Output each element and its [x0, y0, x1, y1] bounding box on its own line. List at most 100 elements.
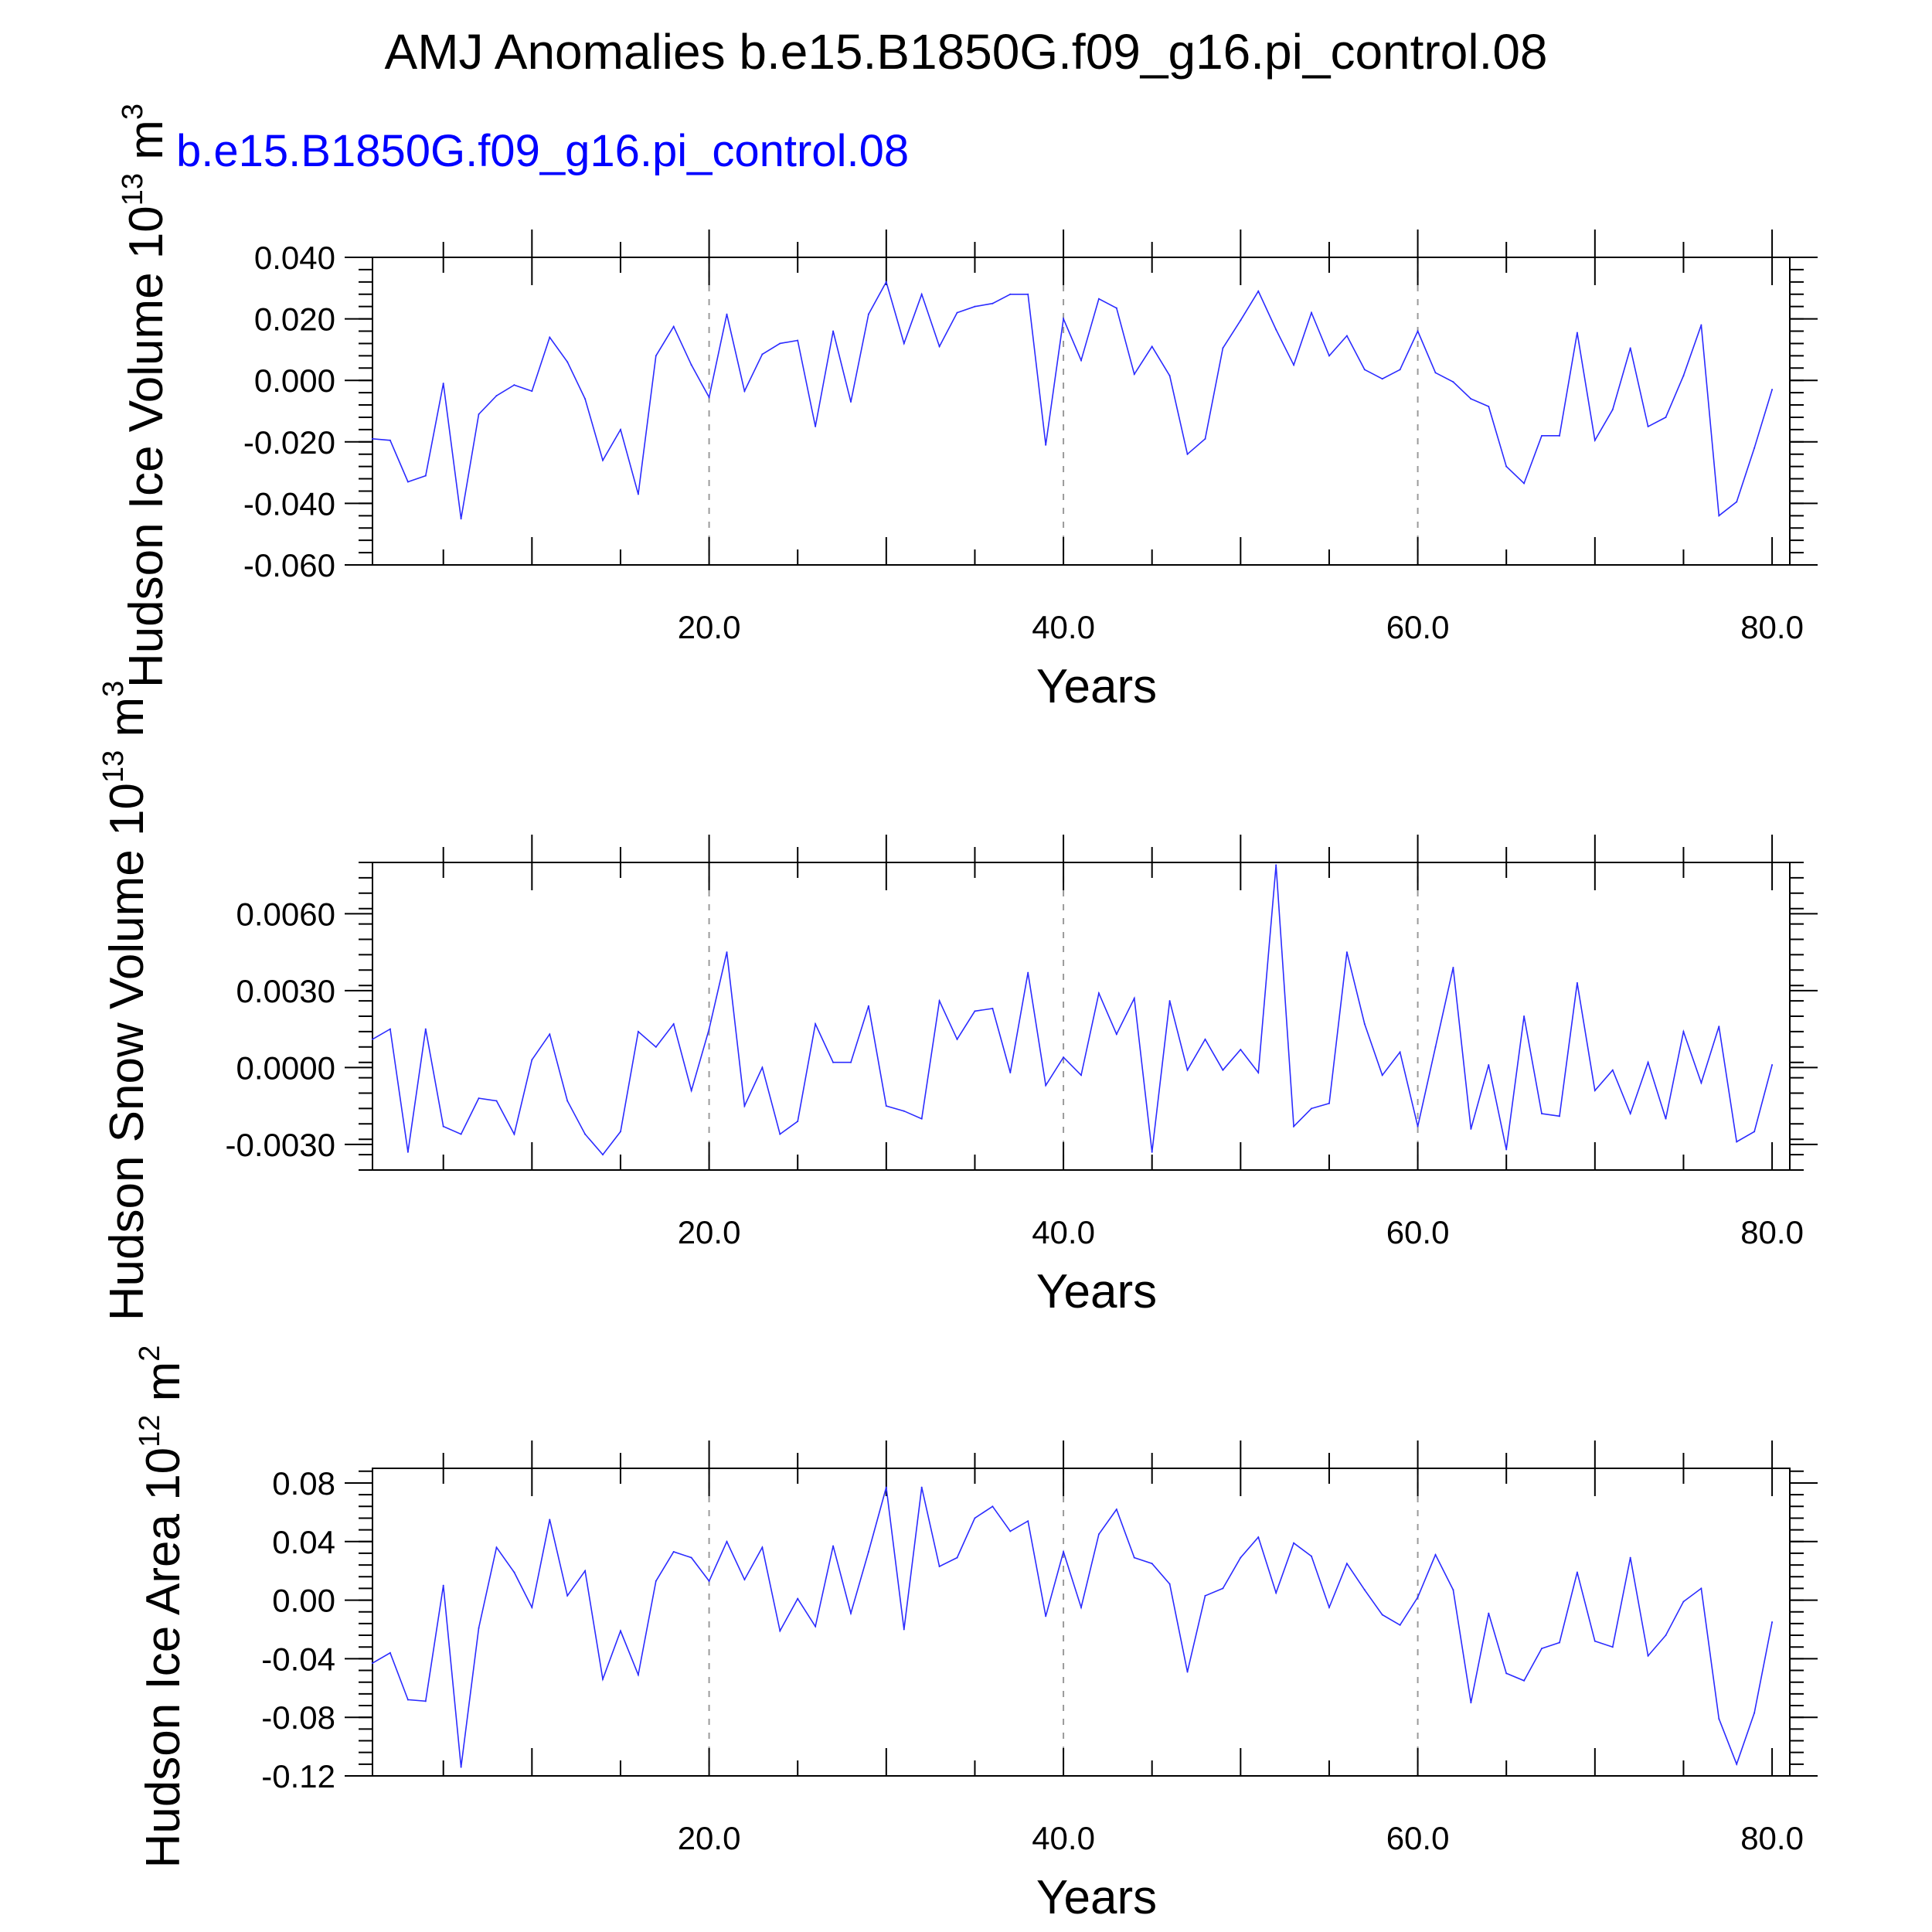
- y-tick-label: -0.040: [243, 485, 335, 522]
- data-point: [1488, 1064, 1490, 1066]
- data-point: [672, 1022, 675, 1025]
- data-point: [1063, 1056, 1065, 1059]
- data-point: [1576, 332, 1578, 334]
- x-tick-label: 80.0: [1740, 1820, 1804, 1856]
- data-point: [406, 481, 409, 483]
- x-tick-label: 80.0: [1740, 1214, 1804, 1250]
- data-point: [566, 1594, 569, 1597]
- data-point: [1240, 1556, 1242, 1559]
- data-point: [566, 361, 569, 363]
- data-point: [1345, 951, 1348, 954]
- data-point: [1063, 318, 1065, 320]
- data-point: [1045, 444, 1047, 446]
- data-point: [1186, 453, 1189, 455]
- data-point: [1275, 328, 1277, 331]
- data-point: [1133, 1556, 1135, 1559]
- data-point: [1293, 364, 1295, 366]
- y-tick-label: 0.020: [254, 301, 335, 338]
- y-axis-title: Hudson Ice Area 1012 m2: [134, 1345, 190, 1869]
- data-point: [1541, 1113, 1543, 1115]
- data-point: [1240, 319, 1242, 321]
- data-point: [406, 1699, 409, 1701]
- data-point: [1115, 1033, 1117, 1036]
- y-tick-label: -0.08: [261, 1699, 335, 1736]
- x-axis-title: Years: [1036, 1265, 1157, 1318]
- data-point: [1399, 1624, 1401, 1626]
- data-point: [849, 401, 852, 403]
- data-point: [672, 325, 675, 328]
- plot-frame: [372, 1468, 1791, 1777]
- plot-frame: [372, 862, 1791, 1171]
- data-point: [779, 1630, 781, 1632]
- data-point: [1594, 439, 1596, 441]
- x-tick-label: 60.0: [1386, 1214, 1450, 1250]
- x-tick-label: 40.0: [1032, 1214, 1095, 1250]
- data-point: [1293, 1125, 1295, 1128]
- x-tick-label: 80.0: [1740, 609, 1804, 645]
- data-point: [708, 396, 710, 399]
- data-point: [832, 330, 835, 332]
- data-point: [1665, 1634, 1667, 1637]
- y-axis-title: Hudson Ice Volume 1013 m3: [117, 104, 173, 688]
- data-point: [1718, 515, 1720, 517]
- data-point: [1771, 1621, 1774, 1623]
- data-point: [1311, 1555, 1313, 1557]
- data-point: [797, 1120, 799, 1122]
- data-point: [1611, 1069, 1614, 1071]
- data-point: [1097, 298, 1100, 300]
- data-point: [885, 1486, 887, 1488]
- data-point: [424, 474, 427, 477]
- data-point: [779, 1133, 781, 1135]
- data-point: [1682, 375, 1685, 377]
- data-point: [1470, 1702, 1472, 1704]
- data-point: [1647, 1061, 1649, 1063]
- x-axis-title: Years: [1036, 1871, 1157, 1924]
- data-point: [1611, 1646, 1614, 1648]
- data-point: [1328, 1102, 1330, 1104]
- data-point: [1204, 1038, 1206, 1040]
- data-point: [619, 1131, 621, 1133]
- chart-panel-3: 20.0 40.0 60.0 80.0 -0.12 -0.08 -0.04 0.00 0.04 0…: [134, 1345, 1818, 1924]
- y-tick-label: 0.00: [272, 1583, 335, 1619]
- data-point: [1452, 966, 1454, 968]
- data-point: [549, 336, 551, 338]
- data-point: [1682, 1600, 1685, 1603]
- data-point: [389, 1028, 391, 1030]
- data-point: [1434, 1046, 1437, 1048]
- data-point: [549, 1033, 551, 1036]
- data-point: [1505, 1672, 1508, 1675]
- data-point: [1452, 1589, 1454, 1591]
- data-point: [531, 1607, 533, 1609]
- data-point: [885, 281, 887, 283]
- data-point: [442, 1125, 444, 1128]
- data-point: [815, 425, 817, 427]
- data-point: [442, 1584, 444, 1587]
- data-point: [495, 395, 498, 397]
- data-point: [1381, 1614, 1383, 1616]
- data-point: [1345, 1563, 1348, 1565]
- data-point: [637, 493, 639, 495]
- data-point: [1045, 1084, 1047, 1087]
- data-point: [1009, 1071, 1012, 1073]
- data-point: [726, 313, 728, 315]
- data-point: [1488, 1612, 1490, 1614]
- data-point: [1204, 1594, 1206, 1597]
- data-point: [1488, 406, 1490, 408]
- data-point: [1470, 1128, 1472, 1130]
- data-point: [1204, 437, 1206, 440]
- data-point: [637, 1030, 639, 1032]
- data-point: [1063, 1551, 1065, 1553]
- y-tick-label: -0.0030: [226, 1127, 335, 1163]
- y-tick-label: -0.060: [243, 547, 335, 583]
- data-point: [1753, 1712, 1756, 1714]
- data-point: [460, 1133, 462, 1135]
- data-point: [956, 311, 958, 314]
- data-point: [1328, 1607, 1330, 1609]
- data-point: [549, 1519, 551, 1521]
- data-point: [1736, 1141, 1738, 1143]
- data-point: [372, 1038, 373, 1040]
- data-point: [619, 1630, 621, 1632]
- data-point: [1115, 307, 1117, 309]
- data-point: [797, 1597, 799, 1600]
- data-point: [1665, 416, 1667, 418]
